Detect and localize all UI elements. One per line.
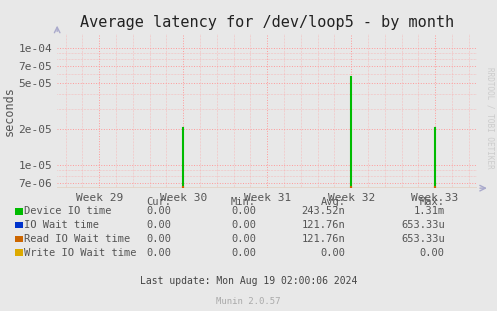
Text: 0.00: 0.00	[147, 207, 171, 216]
Text: Cur:: Cur:	[147, 197, 171, 207]
Text: 0.00: 0.00	[321, 248, 345, 258]
Text: 653.33u: 653.33u	[401, 234, 445, 244]
Text: IO Wait time: IO Wait time	[24, 220, 99, 230]
Text: RRDTOOL / TOBI OETIKER: RRDTOOL / TOBI OETIKER	[486, 67, 495, 169]
Text: 0.00: 0.00	[231, 234, 256, 244]
Text: 0.00: 0.00	[147, 248, 171, 258]
Title: Average latency for /dev/loop5 - by month: Average latency for /dev/loop5 - by mont…	[80, 15, 454, 30]
Text: 0.00: 0.00	[231, 248, 256, 258]
Text: Device IO time: Device IO time	[24, 207, 111, 216]
Y-axis label: seconds: seconds	[3, 86, 16, 136]
Text: Avg:: Avg:	[321, 197, 345, 207]
Text: 0.00: 0.00	[231, 220, 256, 230]
Text: Read IO Wait time: Read IO Wait time	[24, 234, 130, 244]
Text: 0.00: 0.00	[147, 234, 171, 244]
Text: 1.31m: 1.31m	[414, 207, 445, 216]
Text: Last update: Mon Aug 19 02:00:06 2024: Last update: Mon Aug 19 02:00:06 2024	[140, 276, 357, 286]
Text: Munin 2.0.57: Munin 2.0.57	[216, 297, 281, 306]
Text: 243.52n: 243.52n	[302, 207, 345, 216]
Text: 0.00: 0.00	[147, 220, 171, 230]
Text: Min:: Min:	[231, 197, 256, 207]
Text: 0.00: 0.00	[231, 207, 256, 216]
Text: Write IO Wait time: Write IO Wait time	[24, 248, 136, 258]
Text: Max:: Max:	[420, 197, 445, 207]
Text: 121.76n: 121.76n	[302, 220, 345, 230]
Text: 653.33u: 653.33u	[401, 220, 445, 230]
Text: 0.00: 0.00	[420, 248, 445, 258]
Text: 121.76n: 121.76n	[302, 234, 345, 244]
